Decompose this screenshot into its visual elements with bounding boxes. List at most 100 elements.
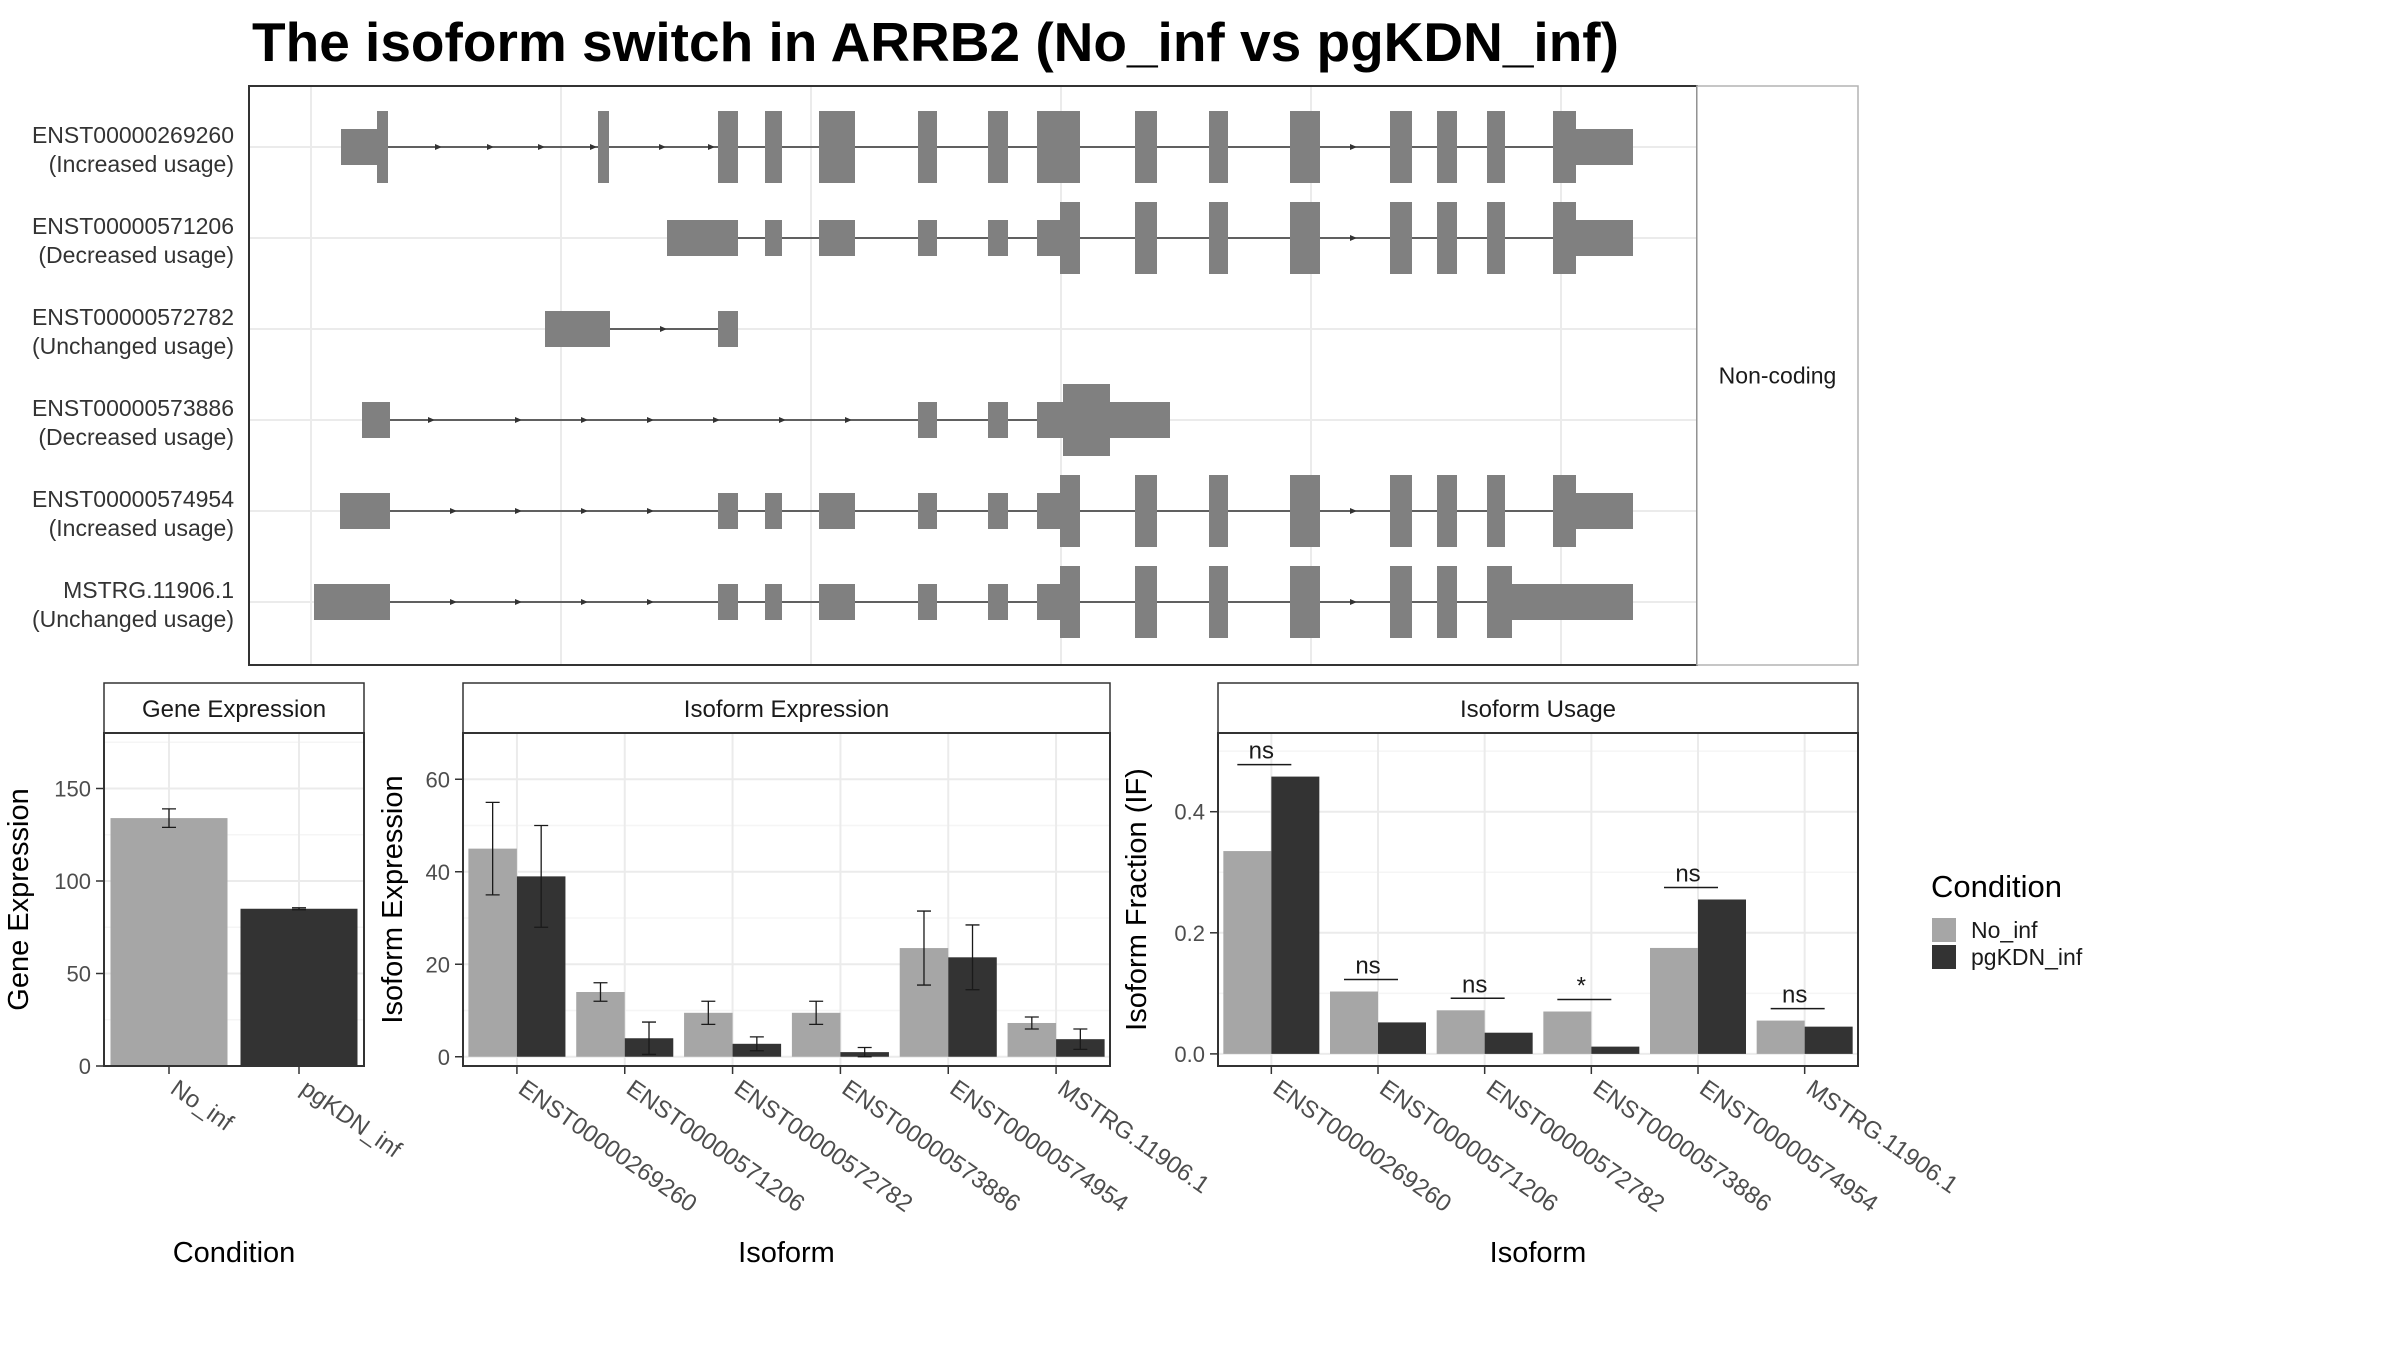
plot-bg (1218, 733, 1858, 1066)
panel-strip-label: Gene Expression (142, 696, 326, 723)
intron-arrow (660, 326, 667, 332)
isoform-id-label: ENST00000572782 (32, 304, 234, 330)
exon-block (988, 493, 1008, 529)
exon-block (1390, 566, 1412, 638)
bar (576, 992, 625, 1057)
exon-block (1209, 566, 1228, 638)
exon-block (819, 220, 855, 256)
intron-arrow (647, 417, 654, 423)
intron-arrow (647, 599, 654, 605)
x-tick-label: pgKDN_inf (296, 1075, 407, 1164)
chart-title: The isoform switch in ARRB2 (No_inf vs p… (252, 11, 1619, 73)
isoform-status-label: (Unchanged usage) (32, 333, 234, 359)
plot-border (462, 732, 1111, 1067)
y-tick-label: 60 (426, 767, 450, 792)
exon-block (1037, 220, 1060, 256)
intron-arrow (1350, 144, 1357, 150)
intron-arrow (1350, 508, 1357, 514)
x-tick-label: ENST00000573886 (837, 1075, 1025, 1218)
isoform-row-label: ENST00000573886 (Decreased usage) (32, 395, 234, 450)
isoform-status-label: (Increased usage) (49, 515, 234, 541)
significance-label: ns (1782, 982, 1807, 1009)
exon-block (1437, 202, 1457, 274)
exon-block (1209, 111, 1228, 183)
exon-block (1037, 584, 1060, 620)
exon-block (765, 493, 782, 529)
isoform-row-label: ENST00000269260 (Increased usage) (32, 122, 234, 177)
intron-arrow (590, 144, 597, 150)
exon-block (718, 493, 738, 529)
y-axis-title: Isoform Fraction (IF) (1121, 768, 1153, 1031)
error-bar (749, 1036, 764, 1052)
exon-block (545, 311, 610, 347)
y-tick-label: 0.0 (1174, 1042, 1205, 1067)
intron-arrow (581, 599, 588, 605)
error-bar (534, 824, 549, 928)
significance-label: ns (1355, 953, 1380, 980)
legend-swatch (1932, 945, 1956, 969)
exon-block (1209, 475, 1228, 547)
exon-block (988, 584, 1008, 620)
exon-block (765, 220, 782, 256)
error-bar (965, 924, 980, 991)
significance-label: * (1577, 973, 1586, 1000)
intron-arrow (659, 144, 666, 150)
y-tick-label: 0 (438, 1045, 450, 1070)
isoform-row-label: ENST00000571206 (Decreased usage) (32, 213, 234, 268)
exon-block (988, 402, 1008, 438)
exon-block (1487, 111, 1505, 183)
exon-block (1135, 566, 1157, 638)
x-tick-label: ENST00000574954 (1695, 1075, 1883, 1218)
exon-block (1437, 111, 1457, 183)
y-tick-label: 0 (79, 1054, 91, 1079)
x-axis-title: Condition (173, 1237, 296, 1269)
intron-arrow (538, 144, 545, 150)
isoform-id-label: ENST00000573886 (32, 395, 234, 421)
exon-block (1487, 202, 1505, 274)
exon-block (1135, 202, 1157, 274)
bar (1378, 1022, 1426, 1054)
significance-label: ns (1675, 861, 1700, 888)
exon-block (918, 584, 937, 620)
y-tick-label: 100 (54, 869, 91, 894)
x-tick-label: ENST00000574954 (945, 1075, 1133, 1218)
exon-block (819, 584, 855, 620)
exon-block (918, 402, 937, 438)
significance-label: ns (1249, 738, 1274, 765)
exon-block (1063, 384, 1110, 456)
bar (1650, 947, 1698, 1054)
x-tick-label: ENST00000571206 (1375, 1075, 1563, 1218)
exon-block (1512, 584, 1633, 620)
error-bar (642, 1021, 657, 1056)
exon-block (819, 111, 855, 183)
isoform-row-label: MSTRG.11906.1 (Unchanged usage) (32, 577, 234, 632)
exon-block (918, 220, 937, 256)
intron-arrow (515, 508, 522, 514)
exon-block (1060, 202, 1080, 274)
isoform-row-label: ENST00000574954 (Increased usage) (32, 486, 234, 541)
bar (1271, 776, 1320, 1054)
bar (1698, 899, 1746, 1054)
exon-block (1576, 493, 1633, 529)
exon-block (341, 129, 377, 165)
exon-block (1037, 111, 1080, 183)
exon-block (765, 111, 782, 183)
exon-block (1037, 402, 1063, 438)
gene-expression-panel: Gene Expression 0 50 100 150 No_inf pgKDN_inf G… (3, 682, 407, 1269)
exon-block (1290, 475, 1320, 547)
exon-block (1437, 566, 1457, 638)
exon-block (1290, 202, 1320, 274)
x-axis-title: Isoform (1490, 1237, 1587, 1269)
bar (1330, 991, 1378, 1054)
intron-arrow (450, 508, 457, 514)
x-tick-label: ENST00000571206 (621, 1075, 809, 1218)
isoform-status-label: (Unchanged usage) (32, 606, 234, 632)
exon-block (1135, 111, 1157, 183)
isoform-id-label: ENST00000574954 (32, 486, 234, 512)
isoform-usage-panel: Isoform Usage 0.0 0.2 0.4 ns ENST00000269260 n… (1121, 682, 1963, 1269)
legend-item-label: No_inf (1971, 917, 2038, 943)
error-bar (857, 1046, 872, 1058)
bar (1223, 851, 1272, 1054)
bar (1436, 1010, 1485, 1054)
exon-block (1576, 220, 1633, 256)
